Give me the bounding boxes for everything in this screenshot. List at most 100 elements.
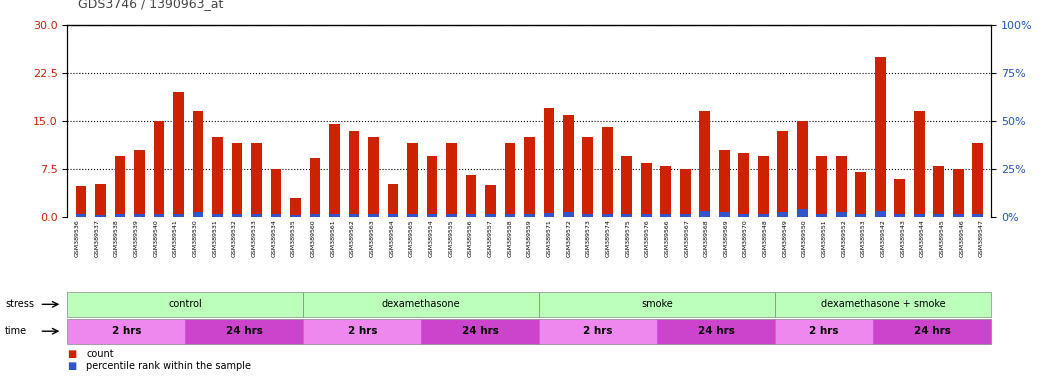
Bar [154,214,164,217]
Bar [231,143,243,217]
Bar [193,212,203,217]
Bar [680,169,690,217]
Text: GSM389544: GSM389544 [920,219,925,257]
Bar [895,179,905,217]
Text: GSM389550: GSM389550 [802,219,808,257]
Text: GSM389559: GSM389559 [527,219,531,257]
Bar [291,215,301,217]
Bar [154,121,164,217]
Text: GSM389534: GSM389534 [271,219,276,257]
Text: GSM389576: GSM389576 [645,219,650,257]
Text: GSM389555: GSM389555 [448,219,454,257]
Text: 24 hrs: 24 hrs [462,326,498,336]
Bar [173,214,184,217]
Text: GSM389566: GSM389566 [664,219,670,257]
Text: GSM389568: GSM389568 [704,219,709,257]
Text: control: control [168,299,202,310]
Text: 24 hrs: 24 hrs [226,326,263,336]
Text: GSM389553: GSM389553 [862,219,866,257]
Bar [387,184,399,217]
Text: GSM389554: GSM389554 [429,219,434,257]
Bar [134,214,145,217]
Text: stress: stress [5,299,34,310]
Bar [816,156,827,217]
Bar [115,214,126,217]
Bar [836,212,847,217]
Text: GSM389542: GSM389542 [880,219,885,257]
Bar [309,214,321,217]
Bar [777,212,788,217]
Bar [485,185,496,217]
Text: 2 hrs: 2 hrs [810,326,839,336]
Bar [76,214,86,217]
Bar [76,186,86,217]
Bar [485,214,496,217]
Bar [953,214,963,217]
Text: GSM389532: GSM389532 [233,219,237,257]
Text: GSM389548: GSM389548 [763,219,768,257]
Bar [602,214,612,217]
Bar [700,210,710,217]
Bar [933,214,944,217]
Bar [407,214,418,217]
Bar [349,131,359,217]
Text: dexamethasone + smoke: dexamethasone + smoke [821,299,946,310]
Bar [329,214,339,217]
Bar [913,214,925,217]
Bar [563,114,574,217]
Text: GSM389533: GSM389533 [251,219,256,257]
Bar [758,156,768,217]
Text: GSM389535: GSM389535 [291,219,296,257]
Bar [446,143,457,217]
Bar [544,213,554,217]
Bar [797,121,808,217]
Text: 2 hrs: 2 hrs [348,326,377,336]
Bar [231,214,243,217]
Bar [719,150,730,217]
Bar [427,156,437,217]
Bar [582,214,593,217]
Text: GSM389558: GSM389558 [508,219,512,257]
Bar [173,92,184,217]
Bar [816,214,827,217]
Bar [251,143,262,217]
Text: ■: ■ [67,361,77,371]
Bar [95,215,106,217]
Bar [602,127,612,217]
Text: GSM389539: GSM389539 [134,219,139,257]
Bar [582,137,593,217]
Text: percentile rank within the sample: percentile rank within the sample [86,361,251,371]
Bar [291,198,301,217]
Text: GSM389570: GSM389570 [743,219,748,257]
Text: GSM389531: GSM389531 [213,219,217,257]
Bar [271,214,281,217]
Text: GSM389546: GSM389546 [959,219,964,257]
Bar [427,214,437,217]
Bar [115,156,126,217]
Text: 2 hrs: 2 hrs [583,326,612,336]
Text: GSM389574: GSM389574 [605,219,610,257]
Text: GSM389556: GSM389556 [468,219,473,257]
Text: GSM389543: GSM389543 [900,219,905,257]
Text: count: count [86,349,114,359]
Bar [387,214,399,217]
Text: GSM389565: GSM389565 [409,219,414,257]
Bar [836,156,847,217]
Bar [563,212,574,217]
Bar [875,210,885,217]
Bar [309,158,321,217]
Text: 24 hrs: 24 hrs [698,326,735,336]
Bar [504,143,515,217]
Text: GSM389567: GSM389567 [684,219,689,257]
Text: GSM389561: GSM389561 [330,219,335,257]
Text: GSM389552: GSM389552 [842,219,846,257]
Bar [349,214,359,217]
Bar [797,209,808,217]
Bar [738,214,749,217]
Bar [504,214,515,217]
Bar [680,214,690,217]
Bar [660,166,672,217]
Text: ■: ■ [67,349,77,359]
Bar [368,137,379,217]
Text: smoke: smoke [641,299,673,310]
